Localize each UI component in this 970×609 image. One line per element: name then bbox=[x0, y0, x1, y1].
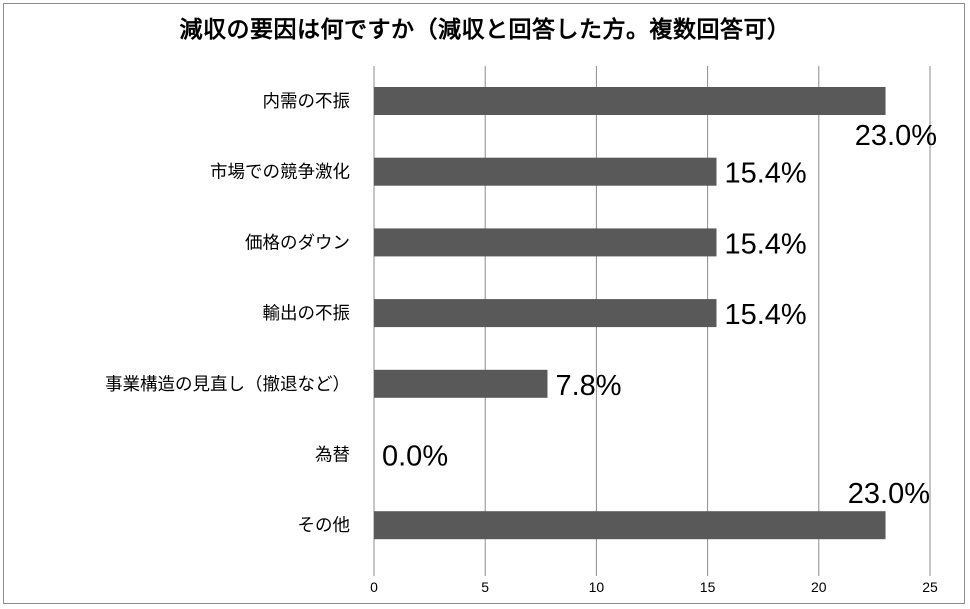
bar bbox=[374, 511, 886, 540]
bar bbox=[374, 228, 717, 257]
data-label: 15.4% bbox=[724, 299, 806, 331]
bars bbox=[374, 87, 886, 540]
data-labels: 23.0% 15.4% 15.4% 15.4% 7.8% 0.0% 23.0% bbox=[382, 120, 937, 510]
category-label: 事業構造の見直し（撤退など） bbox=[105, 375, 350, 395]
x-tick-label: 20 bbox=[811, 579, 827, 595]
bar bbox=[374, 87, 886, 115]
x-tick-labels: 0 5 10 15 20 25 bbox=[370, 579, 938, 595]
x-tick-label: 15 bbox=[700, 579, 716, 595]
category-label: 内需の不振 bbox=[263, 92, 351, 112]
x-tick-label: 25 bbox=[922, 579, 938, 595]
x-tick-label: 10 bbox=[589, 579, 605, 595]
x-tick-label: 5 bbox=[481, 579, 489, 595]
category-label: 輸出の不振 bbox=[263, 304, 351, 324]
category-label: 為替 bbox=[315, 446, 350, 466]
x-tick-label: 0 bbox=[370, 579, 378, 595]
bar bbox=[374, 369, 548, 398]
category-label: その他 bbox=[298, 516, 351, 536]
chart-title: 減収の要因は何ですか（減収と回答した方。複数回答可） bbox=[179, 17, 791, 43]
data-label: 15.4% bbox=[724, 228, 806, 260]
data-label: 7.8% bbox=[555, 370, 621, 402]
data-label: 15.4% bbox=[724, 158, 806, 190]
data-label: 0.0% bbox=[382, 441, 448, 473]
category-label: 価格のダウン bbox=[245, 233, 350, 253]
data-label: 23.0% bbox=[848, 478, 930, 510]
bar bbox=[374, 299, 717, 328]
data-label: 23.0% bbox=[855, 120, 937, 152]
bar bbox=[374, 157, 717, 186]
category-label: 市場での競争激化 bbox=[210, 163, 350, 183]
